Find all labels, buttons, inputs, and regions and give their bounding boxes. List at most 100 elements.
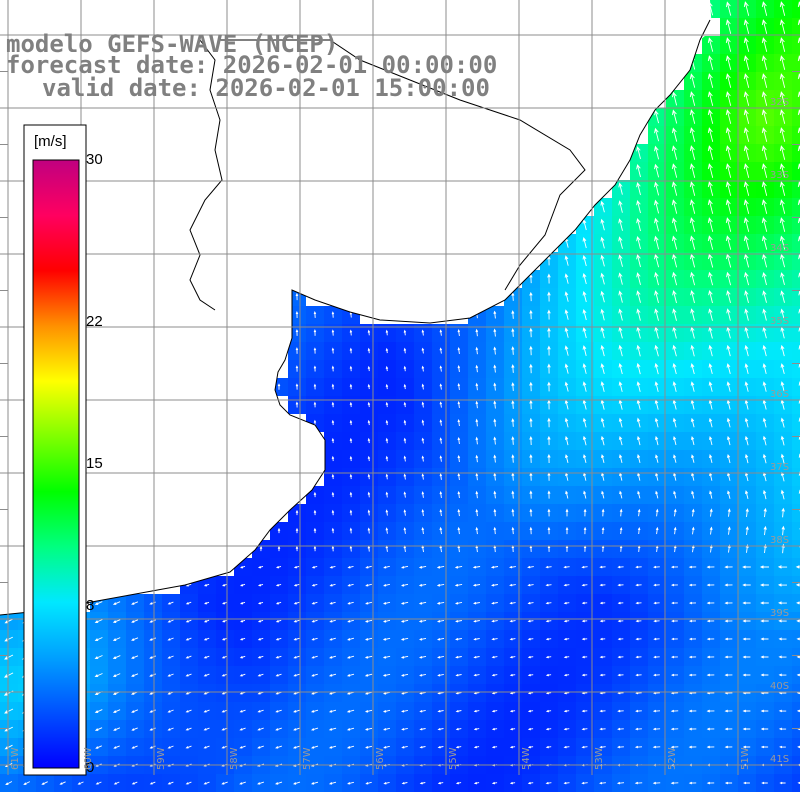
wind-arrow: [744, 290, 749, 304]
wind-arrow: [383, 565, 390, 569]
wind-arrow: [457, 472, 461, 481]
wind-arrow: [167, 655, 174, 659]
wind-arrow: [311, 745, 319, 749]
wind-arrow: [671, 181, 678, 196]
wind-arrow: [582, 454, 587, 464]
wind-arrow: [564, 363, 569, 374]
wind-arrow: [761, 19, 768, 34]
wind-arrow: [743, 253, 750, 268]
wind-arrow: [563, 655, 570, 659]
wind-arrow: [346, 709, 355, 713]
wind-arrow: [780, 253, 786, 268]
wind-arrow: [636, 218, 641, 232]
wind-arrow: [635, 619, 642, 623]
wind-arrow: [527, 637, 534, 641]
wind-arrow: [564, 291, 569, 302]
wind-arrow: [581, 709, 588, 713]
wind-arrow: [617, 691, 624, 695]
wind-arrow: [601, 527, 605, 535]
wind-arrow: [511, 364, 515, 373]
wind-arrow: [744, 417, 749, 428]
wind-arrow: [778, 637, 787, 641]
wind-arrow: [600, 290, 605, 303]
wind-cell: [792, 234, 800, 252]
wind-arrow: [653, 619, 660, 623]
wind-arrow: [167, 619, 174, 623]
wind-arrow: [382, 709, 391, 713]
wind-arrow: [385, 347, 389, 354]
wind-arrow: [600, 254, 605, 267]
wind-arrow: [564, 417, 569, 428]
wind-arrow: [475, 454, 479, 463]
wind-arrow: [689, 601, 697, 605]
wind-arrow: [400, 619, 409, 623]
wind-arrow: [257, 673, 264, 677]
wind-arrow: [744, 490, 749, 500]
wind-cell: [792, 594, 800, 612]
wind-arrow: [419, 691, 426, 695]
wind-arrow: [112, 619, 121, 623]
wind-arrow: [688, 745, 697, 749]
wind-arrow: [94, 673, 103, 678]
wind-arrow: [365, 745, 373, 749]
wind-arrow: [511, 382, 515, 391]
wind-arrow: [582, 435, 587, 446]
wind-arrow: [149, 727, 156, 731]
wind-arrow: [690, 344, 695, 357]
wind-arrow: [743, 199, 750, 214]
wind-arrow: [707, 145, 714, 160]
latitude-label: 32S: [770, 97, 790, 108]
wind-arrow: [654, 127, 660, 142]
wind-arrow: [203, 619, 210, 623]
wind-arrow: [457, 365, 461, 372]
wind-arrow: [600, 236, 605, 249]
wind-arrow: [419, 781, 426, 785]
wind-arrow: [743, 109, 750, 124]
wind-arrow: [131, 637, 139, 641]
wind-arrow: [421, 473, 425, 480]
wind-arrow: [239, 673, 246, 677]
wind-arrow: [527, 709, 534, 713]
wind-arrow: [707, 55, 714, 70]
wind-arrow: [672, 381, 677, 392]
wind-arrow: [761, 235, 768, 250]
wind-arrow: [382, 673, 391, 677]
wind-arrow: [400, 637, 409, 641]
wind-arrow: [618, 290, 623, 303]
wind-arrow: [475, 382, 479, 391]
wind-arrow: [418, 583, 427, 587]
wind-arrow: [762, 272, 767, 286]
wind-arrow: [475, 472, 479, 481]
wind-arrow: [473, 709, 480, 713]
wind-arrow: [563, 565, 570, 569]
wind-arrow: [743, 163, 750, 178]
wind-arrow: [509, 619, 516, 623]
wind-arrow: [724, 583, 733, 587]
wind-arrow: [707, 235, 714, 250]
wind-arrow: [475, 526, 479, 535]
wind-arrow: [742, 673, 751, 677]
wind-arrow: [473, 673, 480, 677]
wind-arrow: [491, 655, 498, 659]
wind-arrow: [655, 454, 659, 463]
wind-arrow: [367, 491, 371, 498]
wind-arrow: [295, 383, 299, 390]
wind-arrow: [347, 673, 355, 677]
wind-arrow: [761, 781, 768, 785]
wind-arrow: [493, 382, 497, 391]
wind-cell: [792, 468, 800, 486]
wind-arrow: [421, 383, 425, 390]
wind-arrow: [688, 709, 697, 713]
wind-arrow: [454, 565, 463, 569]
wind-arrow: [690, 362, 695, 375]
wind-arrow: [437, 727, 444, 731]
wind-arrow: [473, 637, 480, 641]
wind-arrow: [239, 727, 246, 731]
wind-arrow: [95, 745, 102, 749]
wind-arrow: [455, 781, 462, 785]
wind-arrow: [418, 655, 427, 659]
wind-arrow: [726, 381, 731, 392]
wind-arrow: [275, 727, 282, 731]
wind-arrow: [439, 383, 443, 390]
wind-arrow: [760, 637, 769, 641]
